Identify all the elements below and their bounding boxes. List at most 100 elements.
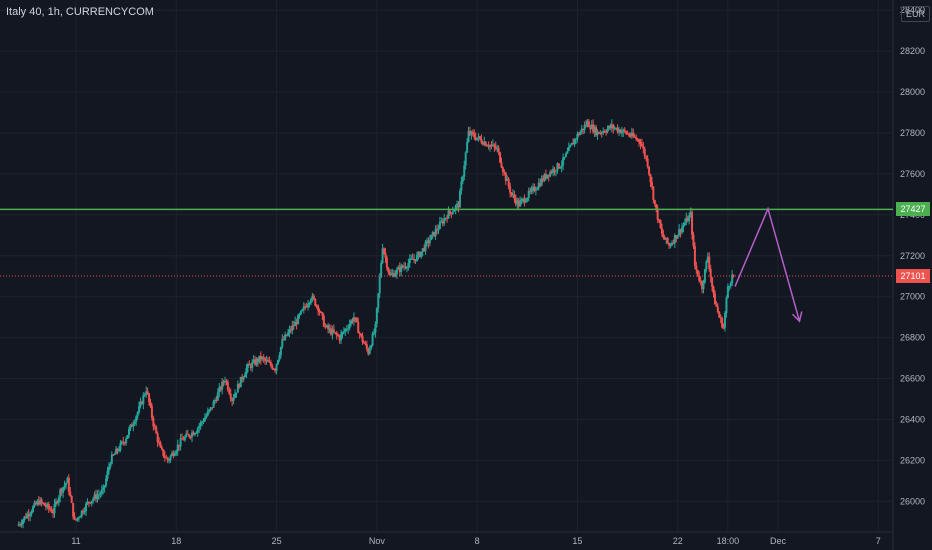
candle-body — [72, 502, 75, 517]
candle-body — [159, 442, 162, 448]
candle-body — [226, 381, 229, 390]
candle-body — [451, 211, 454, 214]
candle-body — [623, 129, 626, 132]
candle-body — [142, 395, 145, 405]
candle-body — [368, 348, 371, 354]
currency-label[interactable]: EUR — [901, 6, 931, 22]
candle-body — [17, 524, 20, 526]
candle-body — [610, 124, 613, 128]
candle-body — [463, 165, 466, 177]
candle-body — [507, 178, 510, 187]
candle-body — [673, 235, 676, 244]
candle-body — [450, 212, 453, 214]
candle-body — [385, 257, 388, 268]
y-tick-label: 28400 — [900, 5, 925, 15]
candle-body — [586, 121, 589, 126]
candle-body — [93, 494, 96, 499]
candle-body — [391, 273, 394, 275]
symbol-title[interactable]: Italy 40, 1h, CURRENCYCOM — [6, 6, 154, 18]
candle-body — [158, 442, 161, 444]
candle-body — [335, 332, 338, 335]
candle-body — [685, 217, 688, 223]
candle-body — [415, 254, 418, 261]
candle-body — [569, 145, 572, 147]
candle-body — [274, 369, 277, 371]
candle-body — [82, 510, 85, 513]
candle-body — [417, 252, 420, 255]
candle-body — [470, 131, 473, 135]
candle-body — [384, 252, 387, 258]
candle-body — [466, 142, 469, 153]
candle-body — [496, 147, 499, 149]
candle-body — [196, 428, 199, 433]
x-tick-label: Dec — [770, 536, 787, 546]
candle-body — [57, 497, 60, 503]
candle-body — [552, 168, 555, 173]
candle-body — [481, 142, 484, 145]
candle-body — [564, 153, 567, 157]
candle-body — [206, 411, 209, 416]
candle-body — [295, 321, 298, 325]
candle-body — [103, 485, 106, 488]
candle-body — [367, 348, 370, 354]
x-tick-label: 15 — [572, 536, 582, 546]
candle-body — [347, 328, 350, 330]
candle-body — [59, 489, 62, 498]
candle-body — [26, 513, 29, 518]
candle-body — [189, 436, 192, 438]
candle-body — [285, 334, 288, 336]
projection-path[interactable] — [734, 206, 801, 322]
candle-body — [232, 397, 235, 401]
candle-body — [358, 333, 361, 335]
candle-body — [642, 146, 645, 149]
candle-body — [670, 242, 673, 246]
candle-body — [441, 221, 444, 224]
candle-body — [434, 229, 437, 237]
candle-body — [130, 424, 133, 427]
candle-body — [660, 228, 663, 234]
candle-body — [692, 234, 695, 247]
candle-body — [549, 171, 552, 177]
candle-body — [491, 144, 494, 146]
candle-body — [484, 141, 487, 146]
candle-body — [350, 320, 353, 325]
candle-body — [33, 502, 36, 507]
candle-body — [146, 391, 149, 394]
candle-body — [292, 325, 295, 327]
candle-body — [129, 424, 132, 429]
candle-body — [122, 441, 125, 443]
candle-body — [193, 433, 196, 435]
candle-body — [192, 432, 195, 435]
candle-body — [648, 166, 651, 175]
candle-body — [96, 495, 99, 499]
candle-body — [76, 517, 79, 520]
candle-body — [633, 136, 636, 138]
candle-body — [309, 299, 312, 303]
candle-body — [185, 433, 188, 437]
candle-body — [107, 466, 110, 471]
candle-body — [138, 406, 141, 413]
candle-body — [312, 295, 315, 299]
candle-body — [298, 314, 301, 316]
candle-body — [666, 237, 669, 244]
candle-body — [597, 131, 600, 134]
y-tick-label: 26000 — [900, 496, 925, 506]
price-axis[interactable]: 2600026200264002660026800270002720027400… — [900, 5, 925, 506]
candle-body — [32, 506, 35, 512]
candle-body — [67, 477, 70, 492]
candle-body — [324, 326, 327, 328]
candle-body — [460, 181, 463, 191]
candle-body — [483, 141, 486, 145]
candle-body — [115, 448, 118, 455]
candle-body — [656, 208, 659, 220]
candle-body — [725, 297, 728, 314]
projection-arrow[interactable] — [734, 206, 803, 323]
candle-body — [520, 199, 523, 202]
candle-body — [208, 409, 211, 412]
x-tick-label: 22 — [673, 536, 683, 546]
time-axis[interactable]: 11 18 25 Nov 8 15 22 18:00 Dec 7 — [71, 536, 880, 546]
candle-body — [54, 501, 57, 504]
candle-body — [503, 171, 506, 173]
candle-body — [304, 306, 307, 308]
